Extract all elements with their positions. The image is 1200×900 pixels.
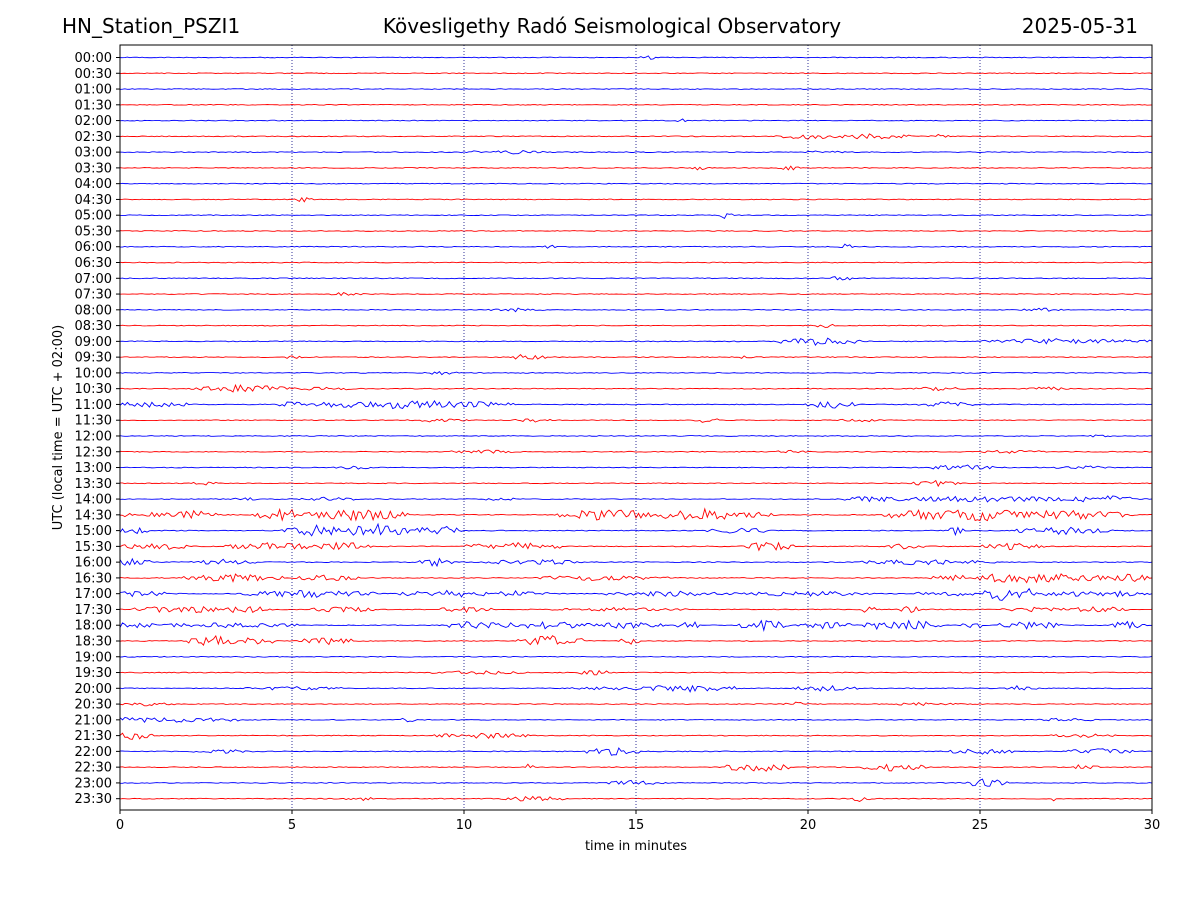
trace-0830 xyxy=(119,323,1153,328)
y-tick-label: 22:30 xyxy=(75,761,112,776)
y-tick-label: 17:30 xyxy=(75,603,112,618)
y-tick-label: 17:00 xyxy=(75,587,112,602)
trace-2200 xyxy=(119,747,1153,756)
trace-0700 xyxy=(119,276,1153,281)
y-tick-label: 12:00 xyxy=(75,429,112,444)
y-tick-label: 01:30 xyxy=(75,98,112,113)
y-tick-label: 23:00 xyxy=(75,776,112,791)
trace-layer xyxy=(119,55,1153,802)
y-tick-label: 10:30 xyxy=(75,382,112,397)
y-tick-label: 18:00 xyxy=(75,619,112,634)
trace-2030 xyxy=(119,701,1153,707)
x-tick-label: 20 xyxy=(800,818,817,833)
trace-1700 xyxy=(119,587,1153,601)
trace-2000 xyxy=(119,684,1153,693)
trace-0630 xyxy=(119,261,1153,264)
trace-0300 xyxy=(119,150,1153,155)
y-tick-label: 23:30 xyxy=(75,792,112,807)
y-tick-label: 15:30 xyxy=(75,540,112,555)
trace-1500 xyxy=(119,522,1153,537)
y-tick-label: 08:00 xyxy=(75,303,112,318)
y-tick-label: 03:00 xyxy=(75,146,112,161)
trace-1030 xyxy=(119,383,1153,393)
y-tick-label: 20:30 xyxy=(75,698,112,713)
station-name: HN_Station_PSZI1 xyxy=(62,14,241,38)
trace-1800 xyxy=(119,619,1153,632)
y-tick-label: 15:00 xyxy=(75,524,112,539)
y-tick-label: 21:30 xyxy=(75,729,112,744)
trace-0930 xyxy=(119,354,1153,360)
y-tick-label: 19:30 xyxy=(75,666,112,681)
y-tick-label: 04:00 xyxy=(75,177,112,192)
trace-0100 xyxy=(119,88,1153,90)
trace-1230 xyxy=(119,449,1153,454)
x-tick-label: 30 xyxy=(1144,818,1161,833)
y-tick-label: 22:00 xyxy=(75,745,112,760)
trace-2230 xyxy=(119,763,1153,772)
y-tick-label: 05:30 xyxy=(75,224,112,239)
y-tick-label: 08:30 xyxy=(75,319,112,334)
x-tick-label: 10 xyxy=(456,818,473,833)
y-tick-label: 07:00 xyxy=(75,272,112,287)
y-tick-label: 05:00 xyxy=(75,209,112,224)
y-tick-label: 10:00 xyxy=(75,366,112,381)
y-tick-label: 20:00 xyxy=(75,682,112,697)
y-tick-label: 11:30 xyxy=(75,414,112,429)
y-tick-label: 12:30 xyxy=(75,445,112,460)
trace-1830 xyxy=(119,634,1153,647)
y-tick-label: 21:00 xyxy=(75,713,112,728)
y-tick-label: 09:00 xyxy=(75,335,112,350)
y-tick-label: 06:00 xyxy=(75,240,112,255)
trace-1430 xyxy=(119,507,1153,522)
x-tick-label: 15 xyxy=(628,818,645,833)
observatory-title: Kövesligethy Radó Seismological Observat… xyxy=(382,14,842,38)
y-axis-label: UTC (local time = UTC + 02:00) xyxy=(51,325,66,530)
y-tick-label: 18:30 xyxy=(75,634,112,649)
x-axis-label: time in minutes xyxy=(585,839,687,854)
y-tick-label: 00:00 xyxy=(75,51,112,66)
x-tick-label: 25 xyxy=(972,818,989,833)
y-tick-label: 02:30 xyxy=(75,130,112,145)
y-tick-label: 07:30 xyxy=(75,288,112,303)
trace-0230 xyxy=(119,133,1153,140)
y-tick-label: 01:00 xyxy=(75,83,112,98)
trace-0500 xyxy=(119,213,1153,220)
x-axis: 0 5 10 15 20 25 30 xyxy=(116,810,1160,833)
trace-1300 xyxy=(119,464,1153,471)
y-tick-label: 13:30 xyxy=(75,477,112,492)
y-tick-label: 03:30 xyxy=(75,161,112,176)
y-tick-label: 06:30 xyxy=(75,256,112,271)
y-tick-label: 16:00 xyxy=(75,556,112,571)
y-tick-label: 16:30 xyxy=(75,571,112,586)
y-axis: 00:0000:3001:0001:3002:0002:3003:0003:30… xyxy=(75,51,120,807)
trace-0900 xyxy=(119,337,1153,346)
y-tick-label: 13:00 xyxy=(75,461,112,476)
y-tick-label: 14:00 xyxy=(75,493,112,508)
x-tick-label: 5 xyxy=(288,818,296,833)
trace-0430 xyxy=(119,196,1152,203)
trace-1630 xyxy=(119,573,1153,584)
x-tick-label: 0 xyxy=(116,818,124,833)
y-tick-label: 14:30 xyxy=(75,508,112,523)
y-tick-label: 02:00 xyxy=(75,114,112,129)
y-tick-label: 19:00 xyxy=(75,650,112,665)
y-tick-label: 00:30 xyxy=(75,67,112,82)
y-tick-label: 09:30 xyxy=(75,351,112,366)
record-date: 2025-05-31 xyxy=(1021,14,1138,38)
y-tick-label: 11:00 xyxy=(75,398,112,413)
y-tick-label: 04:30 xyxy=(75,193,112,208)
trace-2100 xyxy=(119,716,1153,724)
minute-gridlines xyxy=(291,45,981,810)
